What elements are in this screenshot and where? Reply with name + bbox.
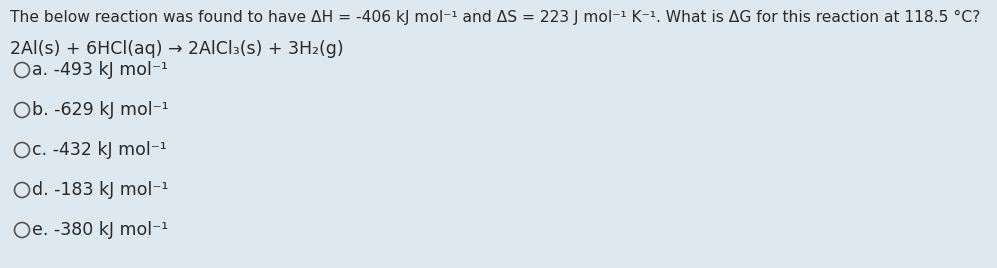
Text: a. -493 kJ mol⁻¹: a. -493 kJ mol⁻¹ [32, 61, 167, 79]
Text: e. -380 kJ mol⁻¹: e. -380 kJ mol⁻¹ [32, 221, 167, 239]
Text: The below reaction was found to have ΔH = -406 kJ mol⁻¹ and ΔS = 223 J mol⁻¹ K⁻¹: The below reaction was found to have ΔH … [10, 10, 980, 25]
Text: b. -629 kJ mol⁻¹: b. -629 kJ mol⁻¹ [32, 101, 168, 119]
Text: 2Al(s) + 6HCl(aq) → 2AlCl₃(s) + 3H₂(g): 2Al(s) + 6HCl(aq) → 2AlCl₃(s) + 3H₂(g) [10, 40, 344, 58]
Text: d. -183 kJ mol⁻¹: d. -183 kJ mol⁻¹ [32, 181, 168, 199]
Text: c. -432 kJ mol⁻¹: c. -432 kJ mol⁻¹ [32, 141, 166, 159]
